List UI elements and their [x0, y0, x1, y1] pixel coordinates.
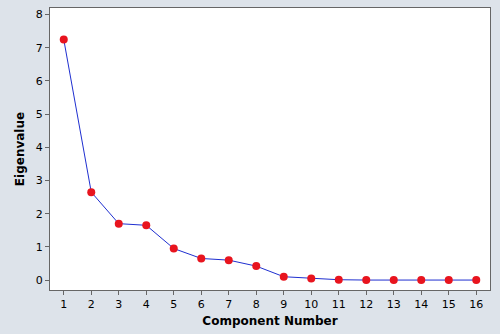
svg-text:16: 16	[469, 298, 483, 311]
svg-text:1: 1	[60, 298, 67, 311]
svg-text:2: 2	[36, 208, 43, 221]
svg-text:10: 10	[304, 298, 318, 311]
svg-text:8: 8	[253, 298, 260, 311]
svg-text:3: 3	[115, 298, 122, 311]
svg-text:6: 6	[198, 298, 205, 311]
svg-text:14: 14	[414, 298, 428, 311]
svg-text:5: 5	[36, 108, 43, 121]
svg-text:12: 12	[359, 298, 373, 311]
svg-text:1: 1	[36, 241, 43, 254]
svg-text:Eigenvalue: Eigenvalue	[13, 112, 27, 186]
svg-text:4: 4	[36, 141, 43, 154]
svg-text:15: 15	[442, 298, 456, 311]
svg-text:4: 4	[143, 298, 150, 311]
svg-text:2: 2	[88, 298, 95, 311]
svg-text:11: 11	[332, 298, 346, 311]
svg-text:0: 0	[36, 274, 43, 287]
svg-text:3: 3	[36, 174, 43, 187]
svg-text:6: 6	[36, 75, 43, 88]
svg-text:5: 5	[170, 298, 177, 311]
svg-text:8: 8	[36, 8, 43, 21]
svg-text:13: 13	[387, 298, 401, 311]
svg-text:9: 9	[280, 298, 287, 311]
svg-text:7: 7	[225, 298, 232, 311]
svg-text:Component Number: Component Number	[202, 314, 337, 328]
svg-text:7: 7	[36, 42, 43, 55]
